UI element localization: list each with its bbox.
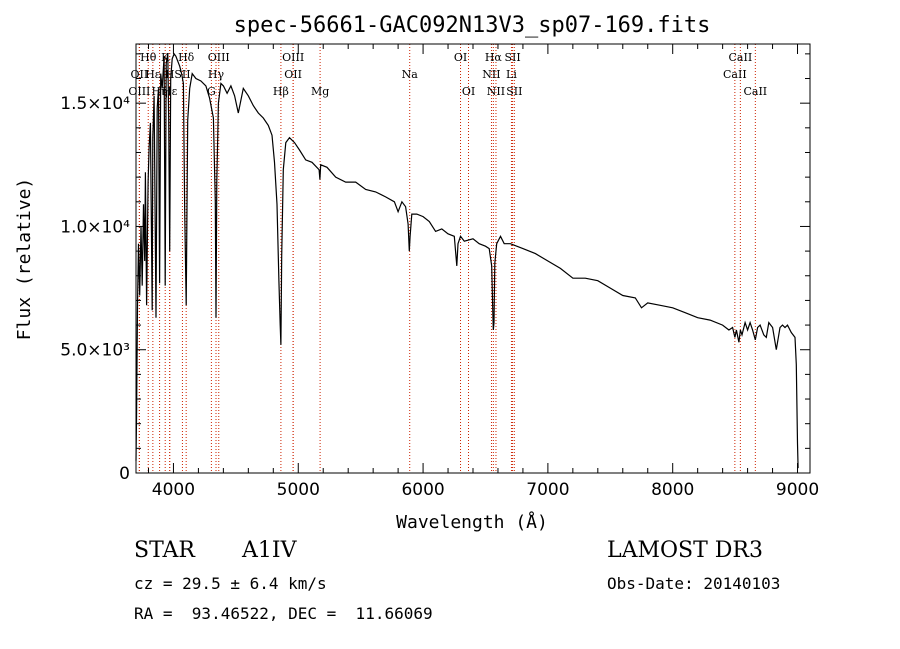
line-label-13: OIII (282, 51, 304, 64)
line-label-19: OI (462, 85, 475, 98)
x-tick-label-1: 5000 (277, 480, 320, 500)
line-label-24: NII (487, 85, 505, 98)
y-axis-ticks: 0 5.0×10³ 1.0×10⁴ 1.5×10⁴ (60, 53, 810, 484)
line-label-2: OIII (128, 85, 150, 98)
line-label-3: Hε (145, 68, 161, 81)
line-label-22: NII (482, 68, 500, 81)
spectrum-line (135, 52, 799, 469)
redshift-info: cz = 29.5 ± 6.4 km/s (134, 574, 327, 593)
line-label-6: H (165, 68, 175, 81)
object-subclass: A1IV (242, 538, 297, 563)
line-label-28: CaII (743, 85, 767, 98)
line-label-9: Hδ (178, 51, 195, 64)
line-label-5: K (161, 51, 170, 64)
line-label-12: G (207, 85, 216, 98)
y-tick-label-3: 1.5×10⁴ (60, 94, 130, 114)
line-label-18: OI (454, 51, 467, 64)
line-label-15: Hβ (273, 85, 289, 98)
line-label-1: OII (131, 68, 149, 81)
line-label-8: SII (174, 68, 190, 81)
x-tick-label-0: 4000 (152, 480, 195, 500)
y-tick-label-1: 5.0×10³ (60, 341, 130, 361)
spectral-line-markers (138, 44, 756, 473)
y-tick-label-2: 1.0×10⁴ (60, 217, 130, 237)
x-tick-label-2: 6000 (401, 480, 444, 500)
line-label-14: OII (284, 68, 302, 81)
line-label-10: OIII (208, 51, 230, 64)
line-label-26: CaII (729, 51, 753, 64)
line-label-11: Hγ (208, 68, 225, 81)
coordinates-info: RA = 93.46522, DEC = 11.66069 (134, 604, 433, 623)
line-label-16: Mg (311, 85, 329, 98)
obs-date-info: Obs-Date: 20140103 (607, 574, 781, 593)
line-label-0: Hθ (140, 51, 157, 64)
line-label-23: Li (506, 68, 517, 81)
line-label-27: CaII (723, 68, 747, 81)
x-tick-label-3: 7000 (526, 480, 569, 500)
survey-name: LAMOST DR3 (607, 538, 763, 563)
line-label-20: Hα (485, 51, 503, 64)
line-label-25: SII (506, 85, 522, 98)
x-tick-label-5: 9000 (776, 480, 819, 500)
x-axis-label: Wavelength (Å) (396, 511, 548, 533)
line-label-4: Hη (151, 85, 167, 98)
chart-title: spec-56661-GAC092N13V3_sp07-169.fits (234, 13, 711, 38)
line-label-17: Na (402, 68, 419, 81)
y-tick-label-0: 0 (119, 464, 130, 484)
line-label-21: SII (504, 51, 520, 64)
x-axis-ticks: 4000 5000 6000 7000 8000 9000 (147, 44, 819, 500)
object-type: STAR (134, 538, 195, 563)
y-axis-label: Flux (relative) (14, 178, 35, 341)
x-tick-label-4: 8000 (651, 480, 694, 500)
